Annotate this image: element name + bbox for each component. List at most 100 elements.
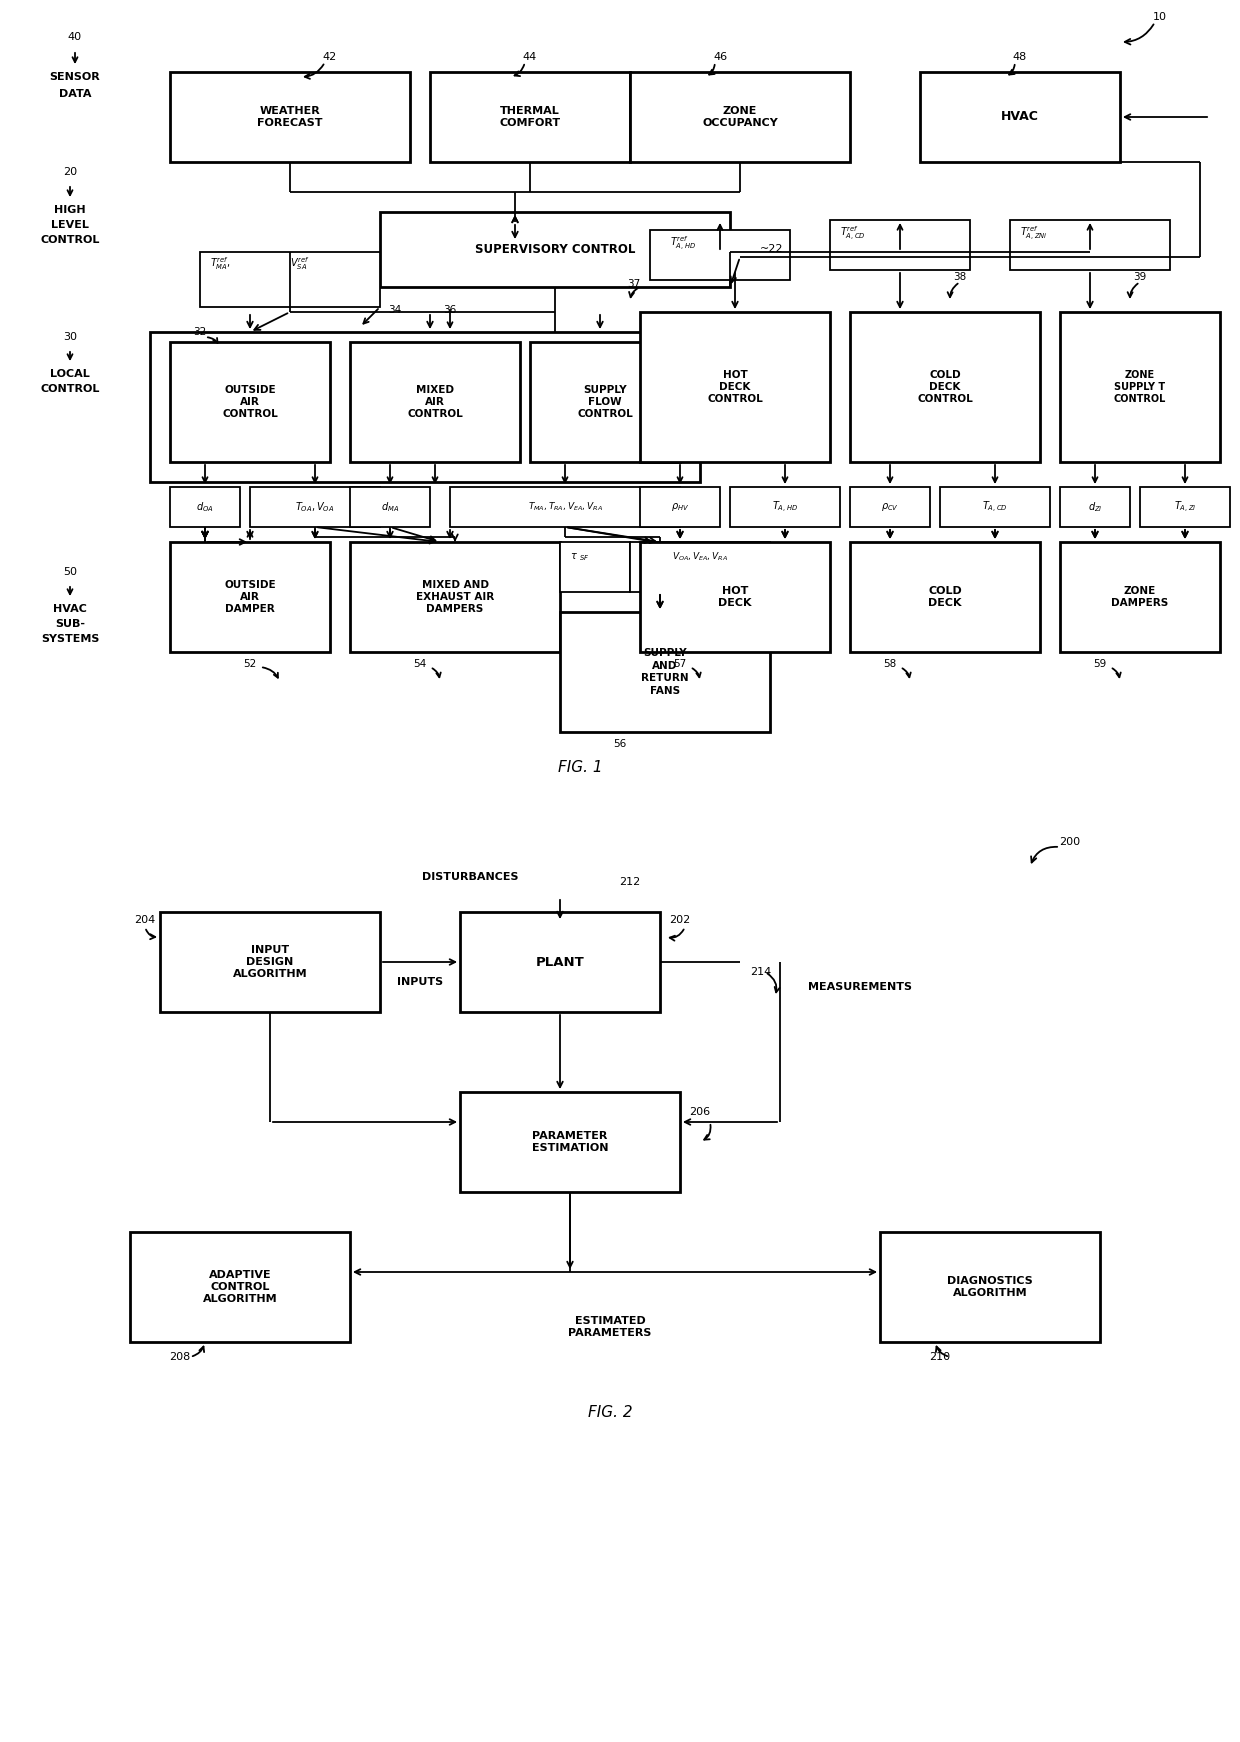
Text: DISTURBANCES: DISTURBANCES — [422, 873, 518, 881]
Text: $T^{ref}_{MA},$: $T^{ref}_{MA},$ — [210, 256, 231, 272]
Text: $T_{A,HD}$: $T_{A,HD}$ — [773, 500, 799, 514]
Text: PLANT: PLANT — [536, 956, 584, 969]
Bar — [640, 312, 830, 462]
Text: $T_{A,Zi}$: $T_{A,Zi}$ — [1174, 500, 1197, 514]
Text: SUPPLY
AND
RETURN
FANS: SUPPLY AND RETURN FANS — [641, 648, 688, 695]
Text: 57: 57 — [673, 658, 687, 669]
Bar — [160, 913, 379, 1012]
Text: FIG. 1: FIG. 1 — [558, 760, 603, 775]
Text: 54: 54 — [413, 658, 427, 669]
Text: SYSTEMS: SYSTEMS — [41, 634, 99, 645]
Text: 42: 42 — [322, 52, 337, 63]
Bar — [250, 488, 379, 528]
Text: 38: 38 — [954, 272, 967, 282]
Text: PARAMETER
ESTIMATION: PARAMETER ESTIMATION — [532, 1131, 609, 1153]
Bar — [1140, 488, 1230, 528]
Text: 36: 36 — [444, 305, 456, 315]
Bar — [1060, 312, 1220, 462]
Text: 30: 30 — [63, 333, 77, 341]
Text: MIXED AND
EXHAUST AIR
DAMPERS: MIXED AND EXHAUST AIR DAMPERS — [415, 580, 494, 615]
Text: 208: 208 — [170, 1352, 191, 1362]
Text: COLD
DECK
CONTROL: COLD DECK CONTROL — [918, 369, 973, 404]
Bar — [150, 333, 701, 483]
Text: 20: 20 — [63, 167, 77, 178]
Text: ESTIMATED
PARAMETERS: ESTIMATED PARAMETERS — [568, 1317, 652, 1338]
Text: MEASUREMENTS: MEASUREMENTS — [808, 982, 911, 991]
Bar — [200, 253, 379, 307]
Text: 204: 204 — [134, 915, 156, 925]
Bar — [730, 488, 839, 528]
Text: INPUTS: INPUTS — [397, 977, 443, 988]
Text: $d_{MA}$: $d_{MA}$ — [381, 500, 399, 514]
Text: 212: 212 — [619, 876, 641, 887]
Bar — [460, 1092, 680, 1192]
Text: SUPERVISORY CONTROL: SUPERVISORY CONTROL — [475, 242, 635, 256]
Text: $T^{ref}_{A,ZNi}$: $T^{ref}_{A,ZNi}$ — [1021, 225, 1048, 244]
Text: $d_{Zi}$: $d_{Zi}$ — [1087, 500, 1102, 514]
Text: 48: 48 — [1013, 52, 1027, 63]
Bar — [630, 542, 770, 592]
Text: 210: 210 — [930, 1352, 951, 1362]
Text: FIG. 2: FIG. 2 — [588, 1404, 632, 1420]
Text: COLD
DECK: COLD DECK — [928, 585, 962, 608]
Text: HVAC: HVAC — [1001, 110, 1039, 124]
Text: 206: 206 — [689, 1106, 711, 1117]
Text: $T_{A,CD}$: $T_{A,CD}$ — [982, 500, 1008, 514]
Text: HOT
DECK: HOT DECK — [718, 585, 751, 608]
Text: $T^{ref}_{A,CD}$: $T^{ref}_{A,CD}$ — [839, 225, 866, 244]
Text: OUTSIDE
AIR
DAMPER: OUTSIDE AIR DAMPER — [224, 580, 275, 615]
Bar — [170, 488, 241, 528]
Bar — [379, 213, 730, 287]
Text: 59: 59 — [1094, 658, 1106, 669]
Text: 214: 214 — [750, 967, 771, 977]
Text: $T_{MA}, T_{RA}, V_{EA}, V_{RA}$: $T_{MA}, T_{RA}, V_{EA}, V_{RA}$ — [527, 500, 603, 514]
Text: 46: 46 — [713, 52, 727, 63]
Bar — [560, 611, 770, 732]
Bar — [1011, 219, 1171, 270]
Bar — [650, 230, 790, 280]
Text: $T_{OA}, V_{OA}$: $T_{OA}, V_{OA}$ — [295, 500, 335, 514]
Text: $\tau$ $_{SF}$: $\tau$ $_{SF}$ — [570, 550, 589, 563]
Bar — [350, 488, 430, 528]
Bar — [170, 542, 330, 652]
Bar — [529, 341, 680, 462]
Text: 202: 202 — [670, 915, 691, 925]
Text: INPUT
DESIGN
ALGORITHM: INPUT DESIGN ALGORITHM — [233, 944, 308, 979]
Text: DATA: DATA — [58, 89, 92, 99]
Text: HOT
DECK
CONTROL: HOT DECK CONTROL — [707, 369, 763, 404]
Text: 32: 32 — [193, 327, 207, 336]
Text: HIGH: HIGH — [55, 206, 86, 214]
Text: 50: 50 — [63, 566, 77, 577]
Text: $V^{ref}_{SA}$: $V^{ref}_{SA}$ — [290, 256, 310, 272]
Text: $\rho_{CV}$: $\rho_{CV}$ — [880, 502, 899, 512]
Text: MIXED
AIR
CONTROL: MIXED AIR CONTROL — [407, 385, 463, 420]
Text: 37: 37 — [626, 279, 640, 289]
Bar — [130, 1232, 350, 1341]
Bar — [1060, 488, 1130, 528]
Text: $\rho_{HV}$: $\rho_{HV}$ — [671, 502, 689, 512]
Bar — [350, 542, 560, 652]
Text: LEVEL: LEVEL — [51, 219, 89, 230]
Text: SUPPLY
FLOW
CONTROL: SUPPLY FLOW CONTROL — [577, 385, 632, 420]
Text: SENSOR: SENSOR — [50, 71, 100, 82]
Bar — [560, 542, 630, 592]
Text: 52: 52 — [243, 658, 257, 669]
Text: ~22: ~22 — [760, 244, 784, 254]
Text: SUB-: SUB- — [55, 618, 86, 629]
Text: ZONE
DAMPERS: ZONE DAMPERS — [1111, 585, 1168, 608]
Bar — [640, 542, 830, 652]
Text: CONTROL: CONTROL — [41, 383, 99, 394]
Bar — [849, 542, 1040, 652]
Text: 40: 40 — [68, 31, 82, 42]
Text: 56: 56 — [614, 739, 626, 749]
Text: OUTSIDE
AIR
CONTROL: OUTSIDE AIR CONTROL — [222, 385, 278, 420]
Bar — [350, 341, 520, 462]
Text: LOCAL: LOCAL — [50, 369, 89, 380]
Text: DIAGNOSTICS
ALGORITHM: DIAGNOSTICS ALGORITHM — [947, 1275, 1033, 1298]
Text: 58: 58 — [883, 658, 897, 669]
Text: 200: 200 — [1059, 836, 1080, 847]
Bar — [1060, 542, 1220, 652]
Bar — [630, 71, 849, 162]
Text: THERMAL
COMFORT: THERMAL COMFORT — [500, 106, 560, 129]
Text: ADAPTIVE
CONTROL
ALGORITHM: ADAPTIVE CONTROL ALGORITHM — [202, 1270, 278, 1305]
